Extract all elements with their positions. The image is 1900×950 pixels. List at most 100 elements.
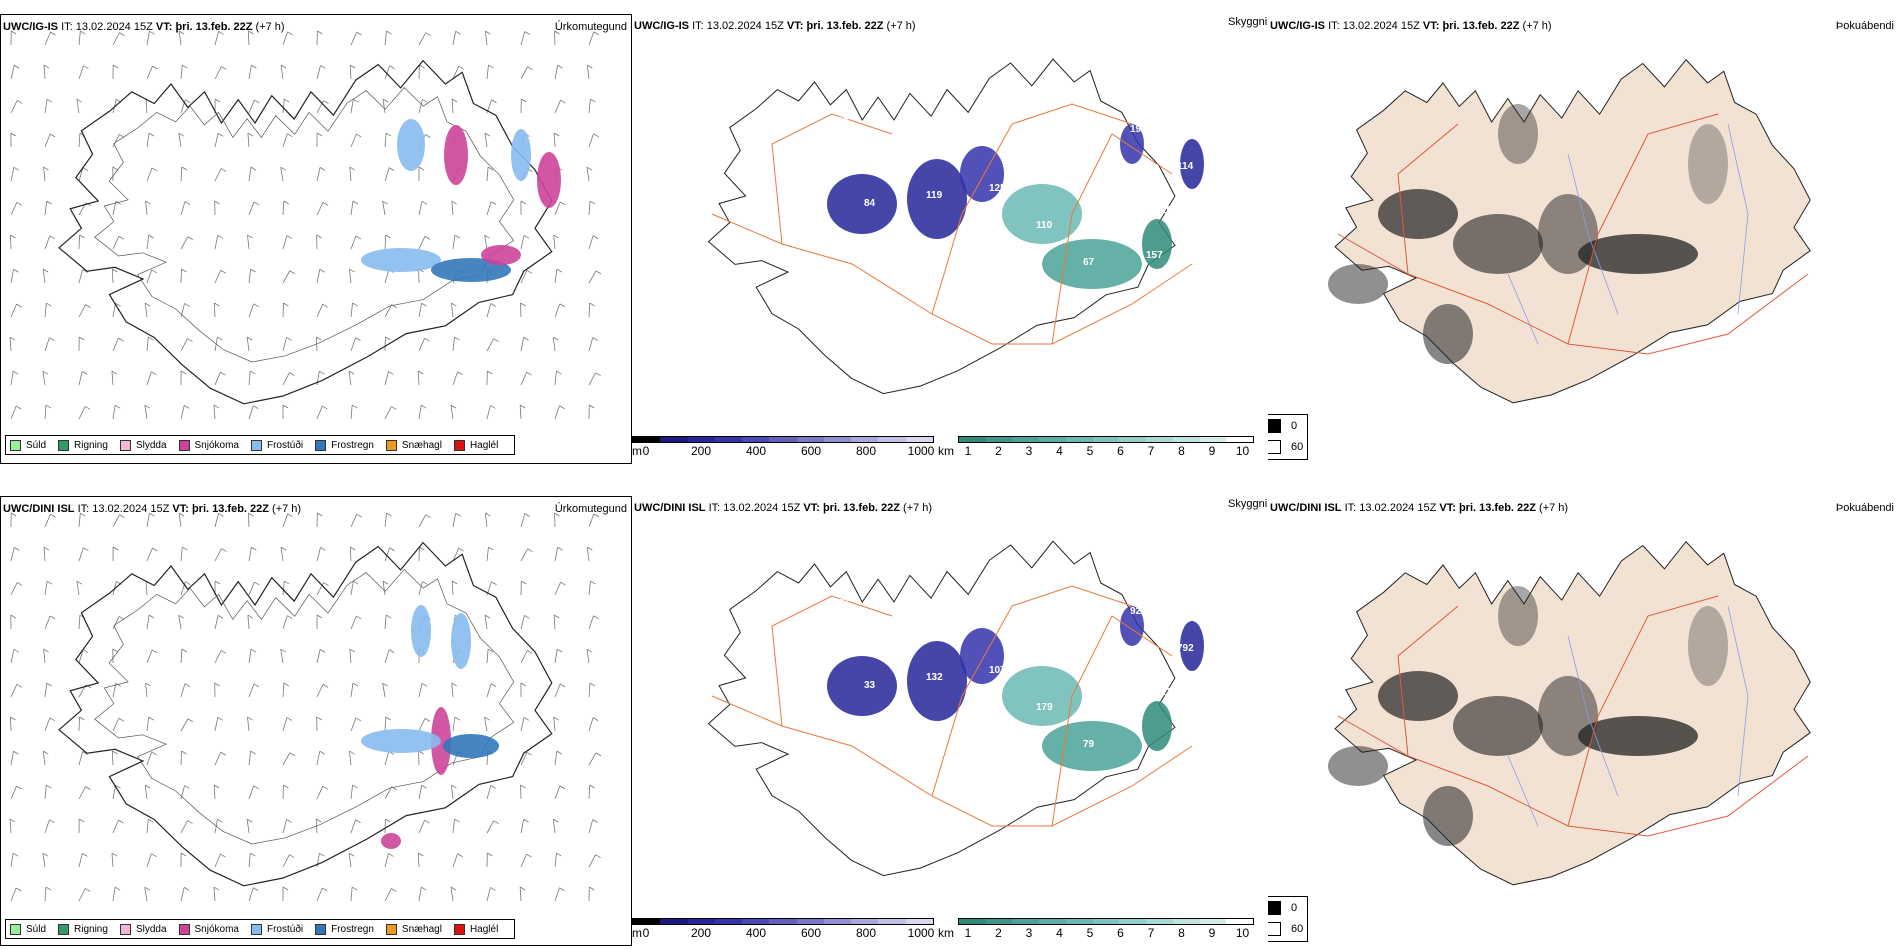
wind-barb-flag (17, 582, 23, 586)
visibility-label: 101 (973, 709, 990, 720)
wind-barb (520, 548, 529, 562)
wind-barb (213, 887, 216, 902)
wind-barb-flag (559, 405, 565, 410)
wind-barb-flag (16, 683, 23, 688)
wind-barb-flag (180, 852, 187, 857)
wind-barb (316, 100, 324, 114)
visibility-area (1002, 184, 1082, 244)
km-color-strip (958, 918, 1254, 925)
legend-item: Rigning (58, 923, 108, 935)
m-color-step (878, 919, 906, 924)
wind-barb (418, 785, 423, 800)
visibility-label: 107 (832, 116, 849, 127)
visibility-area (1142, 219, 1172, 269)
km-tick-label: 2 (995, 926, 1002, 940)
wind-barb (146, 649, 153, 664)
wind-barb (112, 32, 120, 46)
wind-barb (214, 650, 222, 664)
wind-barb-flag (350, 64, 356, 69)
wind-barb-flag (586, 648, 593, 653)
wind-barb-flag (352, 682, 359, 687)
wind-barb (486, 303, 492, 318)
wind-barb-flag (246, 818, 253, 823)
wind-barb-flag (247, 716, 253, 721)
wind-barb-flag (421, 404, 427, 409)
wind-barb-flag (84, 406, 91, 410)
wind-barb-flag (254, 99, 260, 104)
wind-barb-flag (524, 615, 530, 619)
wind-barb-flag (355, 717, 362, 722)
fog-area (1378, 671, 1458, 721)
km-tick-label: 5 (1086, 444, 1094, 458)
wind-barb-flag (319, 268, 325, 273)
wind-barb-flag (218, 31, 224, 35)
wind-barb (78, 371, 83, 386)
precip-area (397, 119, 425, 171)
wind-barb-flag (286, 819, 292, 823)
wind-barb (588, 31, 595, 46)
precip-area (443, 734, 499, 758)
wind-barb (418, 718, 426, 732)
wind-barb-flag (184, 201, 191, 205)
fog-swatch-low (1268, 901, 1281, 915)
wind-barb-flag (13, 648, 20, 653)
wind-barb (78, 786, 86, 800)
wind-barb-flag (144, 886, 150, 891)
wind-barb (316, 65, 321, 80)
legend-item: Slydda (119, 439, 167, 451)
wind-barb-flag (316, 614, 323, 619)
wind-barb (112, 785, 116, 800)
visibility-area (1142, 701, 1172, 751)
m-color-step (742, 919, 770, 924)
wind-barb-flag (220, 168, 227, 172)
wind-barb (349, 546, 352, 562)
fog-area (1498, 586, 1538, 646)
wind-barb (588, 615, 594, 630)
wind-barb (76, 99, 80, 114)
fog-area (1453, 214, 1543, 274)
visibility-label: 110 (1036, 220, 1053, 231)
wind-barb (282, 717, 288, 732)
km-color-step (985, 919, 1013, 924)
wind-barb (588, 302, 591, 318)
legend-swatch (178, 923, 190, 935)
wind-barb-flag (151, 853, 157, 858)
wind-barb-flag (349, 166, 356, 171)
road-network (1337, 595, 1809, 837)
visibility-label: 125 (989, 183, 1006, 194)
precip-area (361, 729, 441, 753)
km-color-step (1226, 437, 1254, 442)
wind-barb (588, 854, 596, 868)
fog-legend: 0 60 (1268, 896, 1308, 942)
wind-barb-flag (417, 370, 424, 375)
wind-barb-flag (185, 99, 191, 104)
wind-barb-flag (144, 302, 151, 307)
wind-barb (486, 820, 495, 834)
legend-label: Frostúði (266, 923, 304, 935)
m-color-step (905, 437, 933, 442)
wind-barb-flag (85, 786, 91, 790)
visibility-label: 136 (942, 628, 959, 639)
wind-barb (180, 65, 183, 80)
legend-item: Súld (10, 923, 46, 935)
wind-barb-flag (322, 684, 329, 688)
wind-barb-flag (490, 303, 496, 307)
wind-barb-flag (526, 751, 533, 756)
wind-barb-flag (178, 30, 185, 35)
wind-barb-flag (182, 64, 188, 69)
km-tick-label: 8 (1178, 444, 1185, 458)
wind-barb (282, 819, 287, 834)
wind-barb (418, 303, 423, 318)
wind-barb-flag (316, 234, 322, 239)
wind-barb-flag (425, 134, 431, 138)
wind-barb-flag (421, 886, 427, 891)
wind-barb-flag (557, 546, 563, 551)
wind-barb-flag (593, 31, 600, 36)
wind-barb-flag (217, 615, 224, 619)
wind-barb (588, 270, 597, 284)
wind-barb-flag (280, 648, 286, 653)
legend-label: Frostregn (331, 439, 374, 451)
wind-barb (146, 167, 153, 182)
wind-barb (588, 513, 595, 528)
fog-panel-top: UWC/IG-IS IT: 13.02.2024 15Z VT: þri. 13… (1268, 14, 1900, 464)
